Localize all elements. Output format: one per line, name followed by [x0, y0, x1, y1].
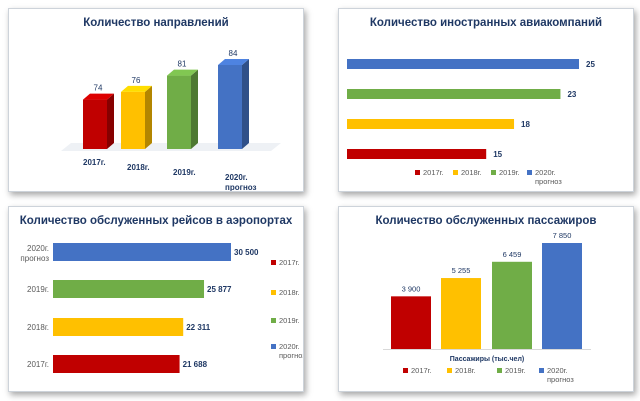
data-label: 84 — [229, 49, 238, 58]
legend-label: 2019г. — [505, 366, 526, 375]
data-label: 15 — [493, 150, 502, 159]
chart-title: Количество направлений — [83, 17, 229, 29]
legend-label: 2017г. — [411, 366, 432, 375]
category-label: 2017г. — [83, 158, 106, 167]
bar — [347, 89, 561, 99]
bar — [542, 243, 582, 349]
data-label: 3 900 — [402, 284, 421, 293]
bar-side — [191, 69, 198, 149]
chart-title: Количество иностранных авиакомпаний — [369, 17, 603, 29]
bar — [441, 278, 481, 349]
data-label: 81 — [178, 60, 187, 69]
bar-top — [121, 85, 152, 92]
legend-swatch — [271, 290, 276, 295]
bar — [492, 261, 532, 349]
directions-chart: 74 76 81 84 2017г. 2018г. 2019г. 2020г. прогноз — [61, 49, 281, 191]
legend-label: 2020г.прогноз — [547, 366, 574, 384]
data-label: 25 877 — [207, 285, 232, 294]
bar — [347, 149, 487, 159]
legend-swatch — [453, 170, 458, 175]
legend-label: 2017г. — [423, 168, 444, 177]
legend-swatch — [271, 318, 276, 323]
data-label: 5 255 — [452, 266, 471, 275]
airlines-chart: 25 23 18 15 2017г. 2018г. 2019г. 2020г. прогноз — [347, 59, 595, 186]
legend-label: 2017г. — [279, 258, 300, 267]
legend-swatch — [491, 170, 496, 175]
bar-side — [107, 93, 114, 149]
data-label: 18 — [521, 120, 530, 129]
category-label: 2019г. — [27, 285, 49, 294]
legend-swatch — [527, 170, 532, 175]
legend-label: 2019г. — [279, 316, 300, 325]
data-label: 6 459 — [503, 250, 522, 259]
bar-top — [167, 69, 198, 76]
data-label: 74 — [94, 84, 103, 93]
bar — [53, 318, 184, 336]
passengers-chart: 3 900 5 255 6 459 7 850 Пассажиры (тыс.чел) 2… — [383, 231, 591, 384]
chart-title: Количество обслуженных рейсов в аэропорт… — [19, 215, 293, 227]
category-label: 2020г. прогноз — [20, 244, 49, 263]
data-label: 25 — [586, 60, 595, 69]
legend-label: 2018г. — [461, 168, 482, 177]
bar — [347, 59, 579, 69]
category-label: 2017г. — [27, 360, 49, 369]
bar-top — [83, 93, 114, 100]
legend-swatch — [271, 344, 276, 349]
category-label: 2018г. — [27, 323, 49, 332]
data-label: 22 311 — [186, 323, 211, 332]
legend-swatch — [497, 368, 502, 373]
directions-chart-panel: Количество направлений 74 76 81 84 2017г. 201… — [8, 8, 304, 192]
airlines-chart-panel: Количество иностранных авиакомпаний 25 23… — [338, 8, 634, 192]
legend-swatch — [271, 260, 276, 265]
legend-swatch — [539, 368, 544, 373]
legend-swatch — [403, 368, 408, 373]
bar — [83, 99, 107, 149]
category-label: 2019г. — [173, 168, 196, 177]
legend-swatch — [415, 170, 420, 175]
passengers-chart-panel: Количество обслуженных пассажиров 3 900 5… — [338, 206, 634, 392]
bar — [53, 243, 231, 261]
bar-side — [242, 59, 249, 149]
bar — [53, 355, 180, 373]
data-label: 21 688 — [183, 360, 208, 369]
flights-chart-panel: Количество обслуженных рейсов в аэропорт… — [8, 206, 304, 392]
category-label: 2018г. — [127, 163, 150, 172]
legend-label: 2018г. — [279, 288, 300, 297]
legend-swatch — [447, 368, 452, 373]
data-label: 7 850 — [553, 231, 572, 240]
legend-label: 2020г.прогноз — [279, 342, 303, 360]
bar — [121, 91, 145, 149]
bar — [391, 296, 431, 349]
category-label: 2020г. прогноз — [225, 173, 257, 191]
chart-title: Количество обслуженных пассажиров — [375, 215, 597, 227]
flights-chart: 30 500 25 877 22 311 21 688 2020г. прогноз 201… — [20, 243, 303, 373]
bar — [347, 119, 515, 129]
data-label: 30 500 — [234, 248, 259, 257]
bar-top — [218, 59, 249, 65]
data-label: 23 — [567, 90, 576, 99]
data-label: 76 — [132, 76, 141, 85]
legend-label: 2018г. — [455, 366, 476, 375]
bar — [167, 75, 191, 149]
bar-side — [145, 85, 152, 149]
legend-label: 2020г.прогноз — [535, 168, 562, 186]
bar — [53, 280, 205, 298]
legend-label: 2019г. — [499, 168, 520, 177]
bar — [218, 65, 242, 149]
axis-label: Пассажиры (тыс.чел) — [450, 356, 524, 363]
